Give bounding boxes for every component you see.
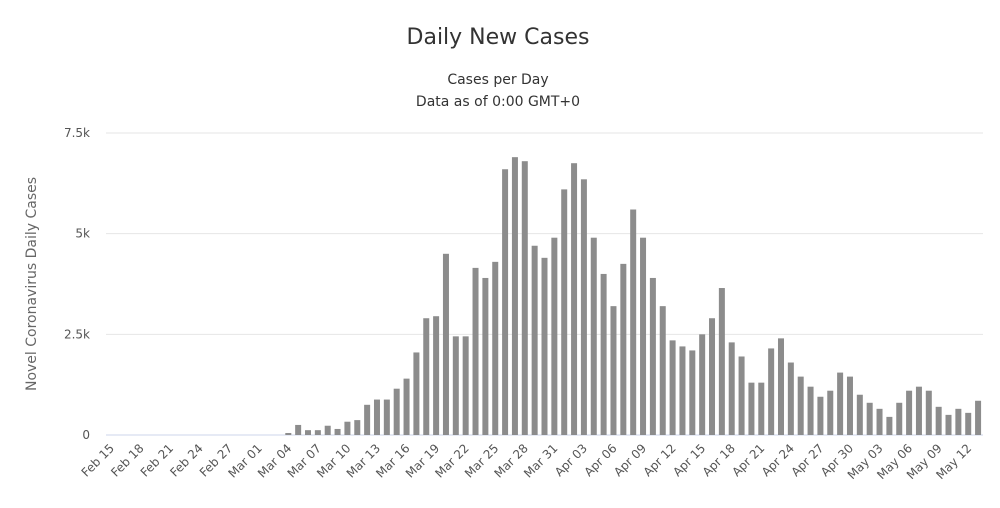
bar: [955, 408, 962, 435]
y-tick-label: 7.5k: [64, 126, 90, 140]
y-tick-label: 2.5k: [64, 327, 90, 341]
bar: [393, 388, 400, 435]
bar: [787, 362, 794, 435]
bar: [659, 306, 666, 435]
chart-subtitle: Cases per Day: [447, 72, 548, 88]
bar: [433, 316, 440, 435]
bar: [442, 253, 449, 435]
bar: [413, 352, 420, 435]
bar: [758, 382, 765, 435]
bar: [620, 263, 627, 435]
bar: [364, 404, 371, 435]
bar: [709, 318, 716, 435]
bar: [285, 432, 292, 435]
bar: [886, 416, 893, 435]
bar: [354, 420, 361, 435]
y-tick-label: 0: [82, 428, 90, 442]
bar: [699, 334, 706, 435]
bar: [521, 161, 528, 436]
bar: [748, 382, 755, 435]
bar: [945, 414, 952, 435]
bar: [423, 318, 430, 435]
bar: [856, 394, 863, 435]
bar: [600, 273, 607, 435]
bar: [846, 376, 853, 435]
bar: [462, 336, 469, 435]
bar: [866, 402, 873, 435]
bar: [915, 386, 922, 435]
bar: [541, 257, 548, 435]
bar: [482, 277, 489, 435]
bar: [561, 189, 568, 435]
bar: [531, 245, 538, 435]
bar: [314, 430, 321, 435]
bar: [590, 237, 597, 435]
bar: [837, 372, 844, 435]
bar: [551, 237, 558, 435]
bar: [876, 408, 883, 435]
bar: [649, 277, 656, 435]
bar: [511, 157, 518, 435]
bar: [295, 424, 302, 435]
bar: [610, 306, 617, 435]
bar: [965, 412, 972, 435]
chart-title: Daily New Cases: [407, 25, 590, 50]
bar: [334, 428, 341, 435]
x-tick-label: Mar 31: [521, 441, 560, 480]
bar: [718, 288, 725, 435]
y-axis-label: Novel Coronavirus Daily Cases: [24, 177, 40, 391]
bar: [383, 399, 390, 435]
bar: [827, 390, 834, 435]
bar: [925, 390, 932, 435]
chart-subtitle: Data as of 0:00 GMT+0: [416, 94, 580, 110]
bar: [344, 421, 351, 435]
bar: [324, 425, 331, 435]
bar: [768, 348, 775, 435]
bar: [580, 179, 587, 435]
bar: [728, 342, 735, 435]
bar: [571, 163, 578, 435]
bar: [679, 346, 686, 435]
bar: [807, 386, 814, 435]
bar: [896, 402, 903, 435]
bar: [935, 406, 942, 435]
bar: [738, 356, 745, 435]
bar: [640, 237, 647, 435]
bar: [669, 340, 676, 435]
bar: [797, 376, 804, 435]
bar: [630, 209, 637, 435]
bar: [492, 261, 499, 435]
bar: [403, 378, 410, 435]
bar: [817, 396, 824, 435]
bar: [305, 430, 312, 435]
bar: [689, 350, 696, 435]
bar: [502, 169, 509, 436]
bar: [777, 338, 784, 435]
bar: [452, 336, 459, 435]
y-tick-label: 5k: [75, 227, 90, 241]
bar: [472, 267, 479, 435]
bar: [906, 390, 913, 435]
bar: [373, 399, 380, 435]
bar: [975, 400, 982, 435]
